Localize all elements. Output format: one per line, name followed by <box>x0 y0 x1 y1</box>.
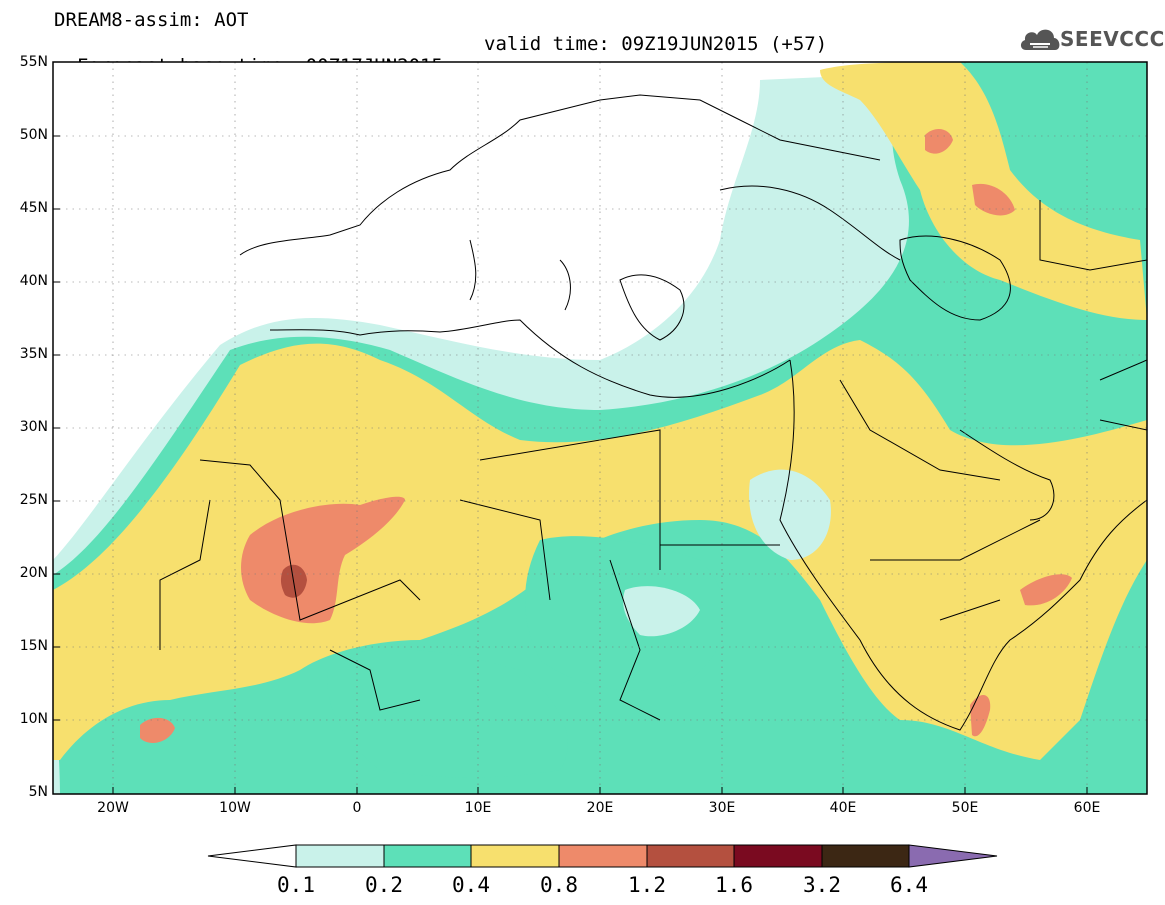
coastlines <box>159 94 1147 731</box>
colorbar-bin <box>558 844 648 868</box>
lon-tick-label: 30E <box>708 800 736 816</box>
lat-tick-label: 40N <box>19 273 48 289</box>
product-title: DREAM8-assim: AOT <box>54 9 249 31</box>
colorbar-label: 0.4 <box>452 873 490 897</box>
valid-time: valid time: 09Z19JUN2015 (+57) <box>484 33 828 55</box>
colorbar-bin <box>646 844 735 868</box>
lat-tick-label: 10N <box>19 711 48 727</box>
colorbar-label: 3.2 <box>803 873 841 897</box>
colorbar-bin <box>733 844 823 868</box>
lat-tick-label: 30N <box>19 419 48 435</box>
lat-tick-label: 15N <box>19 638 48 654</box>
colorbar-label: 0.1 <box>277 873 315 897</box>
cloud-icon <box>1020 29 1060 50</box>
colorbar-bin <box>383 844 472 868</box>
colorbar-high-arrow <box>908 844 998 868</box>
colorbar-label: 1.2 <box>628 873 666 897</box>
logo-text: SEEVCCC <box>1060 27 1165 51</box>
colorbar <box>207 844 998 868</box>
lon-tick-label: 10E <box>464 800 492 816</box>
axis-ticks <box>53 135 1088 794</box>
lon-tick-label: 20E <box>586 800 614 816</box>
colorbar-label: 0.2 <box>365 873 403 897</box>
lat-tick-label: 35N <box>19 346 48 362</box>
colorbar-bin <box>295 844 385 868</box>
colorbar-low-arrow <box>207 844 297 868</box>
colorbar-label: 6.4 <box>890 873 928 897</box>
colorbar-label: 0.8 <box>540 873 578 897</box>
lat-tick-label: 50N <box>19 127 48 143</box>
lon-tick-label: 10W <box>219 800 251 816</box>
gridlines <box>53 62 1147 794</box>
colorbar-bin <box>470 844 560 868</box>
lon-tick-label: 20W <box>97 800 129 816</box>
lon-tick-label: 40E <box>829 800 857 816</box>
lon-tick-label: 50E <box>951 800 979 816</box>
lat-tick-label: 20N <box>19 565 48 581</box>
lat-tick-label: 5N <box>28 784 48 800</box>
lat-tick-label: 25N <box>19 492 48 508</box>
lon-tick-label: 0 <box>352 800 362 816</box>
lat-tick-label: 45N <box>19 200 48 216</box>
colorbar-label: 1.6 <box>715 873 753 897</box>
colorbar-bin <box>821 844 910 868</box>
lon-tick-label: 60E <box>1073 800 1101 816</box>
lat-tick-label: 55N <box>19 54 48 70</box>
